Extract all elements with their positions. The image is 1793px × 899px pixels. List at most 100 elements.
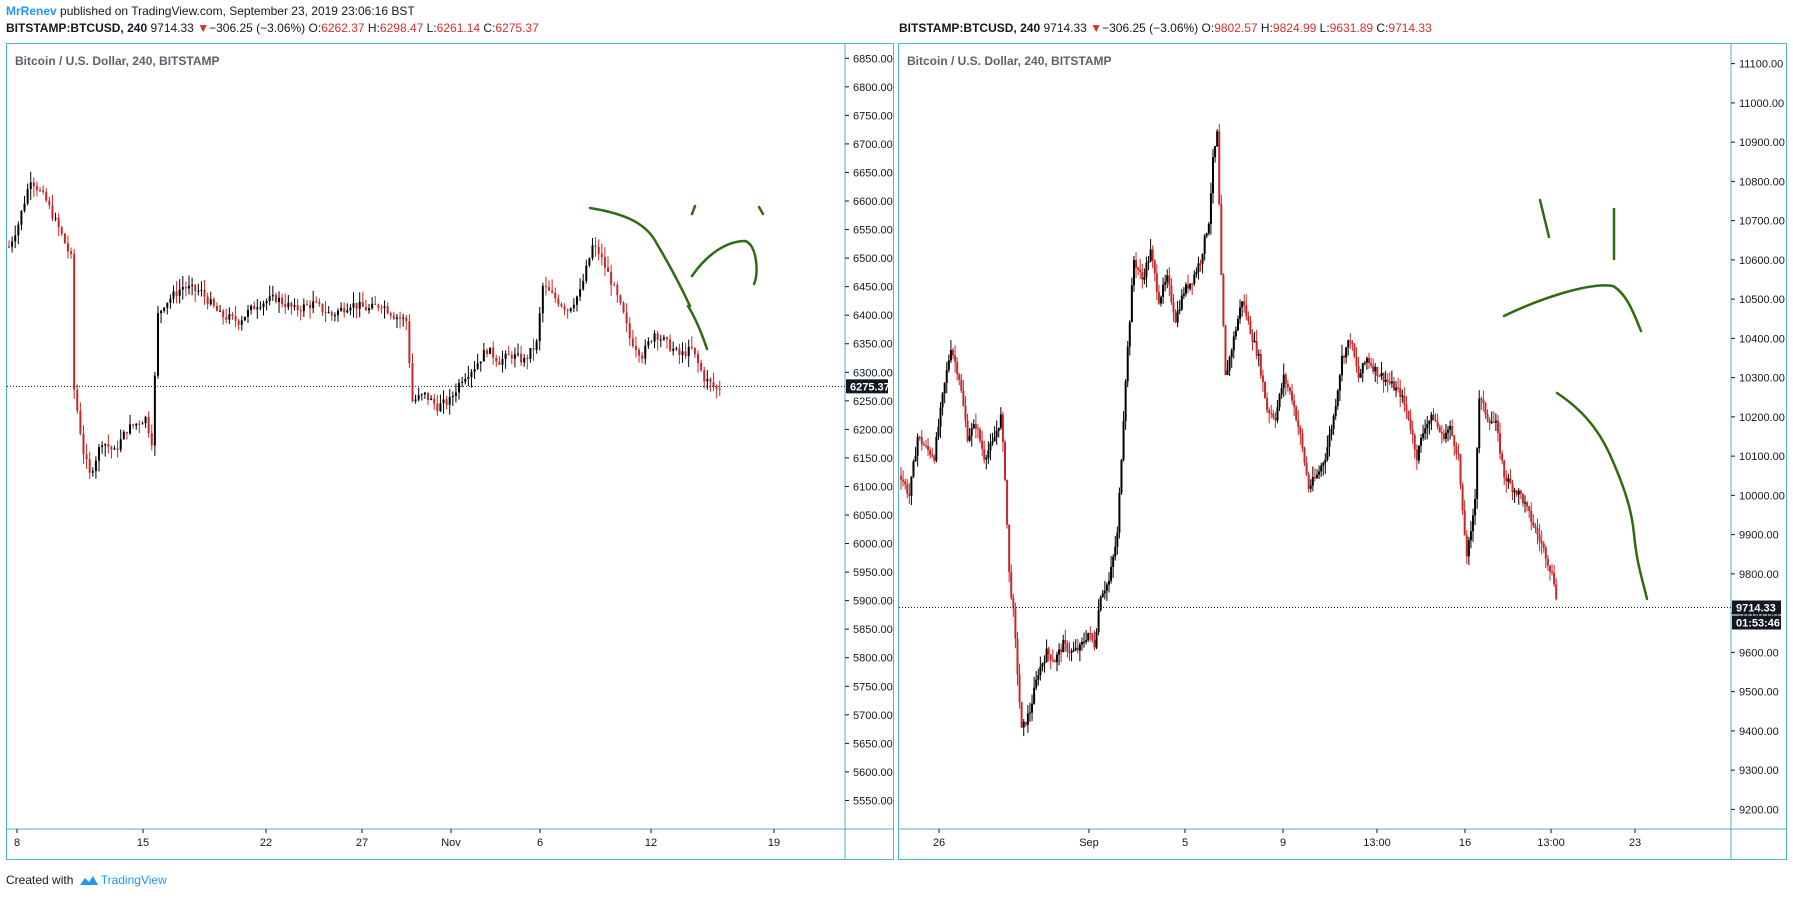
candle-body [1051, 660, 1054, 662]
candle-body [706, 378, 709, 382]
candle-body [607, 267, 610, 272]
candle-body [1438, 426, 1441, 433]
candle-body [924, 445, 927, 447]
chart-panel-right[interactable]: Bitcoin / U.S. Dollar, 240, BITSTAMP 111… [898, 43, 1787, 860]
candle-body [380, 307, 383, 309]
candle-body [79, 410, 82, 434]
candle-body [916, 436, 919, 456]
candle-body [952, 349, 954, 356]
candle-body [129, 424, 132, 434]
candle-body [442, 399, 445, 404]
y-tick-label: 6850.00 [853, 53, 893, 65]
candle-body [389, 313, 392, 316]
y-tick-label: 9500.00 [1739, 687, 1779, 699]
x-tick-label: 27 [356, 837, 368, 849]
y-tick-label: 6750.00 [853, 110, 893, 122]
chart-svg-left[interactable]: 6850.00 6800.00 6750.00 6700.00 6650.00 6600.… [7, 44, 893, 859]
candle-body [1174, 312, 1177, 323]
candle-body [1332, 415, 1335, 429]
last-price: 9714.33 [1043, 21, 1087, 35]
y-tick-label: 6100.00 [853, 481, 893, 493]
candle-body [1380, 373, 1383, 377]
candle-body [1397, 387, 1400, 389]
y-tick-label: 10600.00 [1739, 255, 1785, 267]
candle-body [386, 306, 389, 314]
candle-body [1203, 235, 1206, 254]
candle-body [206, 296, 209, 305]
candle-body [14, 235, 17, 242]
candle-body [212, 299, 215, 306]
candle-body [172, 291, 175, 299]
candle-body [572, 304, 575, 309]
candle-body [1085, 640, 1088, 642]
candle-body [650, 341, 653, 343]
candle-body [470, 371, 473, 377]
candle-body [377, 304, 380, 308]
candle-body [305, 304, 308, 306]
candle-body [966, 420, 969, 441]
candle-body [1197, 263, 1200, 273]
candle-body [703, 370, 706, 382]
candle-body [1047, 648, 1050, 655]
change-value: −306.25 (−3.06%) [1102, 21, 1199, 35]
created-with-label: Created with [6, 873, 77, 887]
candle-body [330, 312, 333, 316]
candle-body [1149, 249, 1152, 262]
candle-body [908, 493, 911, 496]
candle-body [346, 310, 349, 313]
candle-body [920, 437, 923, 445]
candle-body [1182, 293, 1185, 296]
x-tick-label: 26 [933, 837, 945, 849]
candle-body [712, 381, 715, 387]
author-link[interactable]: MrRenev [6, 4, 57, 18]
candle-body [1037, 675, 1040, 680]
candle-body [1099, 597, 1102, 611]
candle-body [1278, 394, 1281, 408]
candle-body [26, 189, 29, 204]
candle-body [631, 338, 634, 347]
candle-body [132, 424, 135, 426]
candle-body [1365, 358, 1368, 363]
candle-body [1484, 402, 1487, 415]
chart-svg-right[interactable]: 11100.00 11000.00 10900.00 10800.00 10700.00… [899, 44, 1786, 859]
close-value: 9714.33 [1388, 21, 1432, 35]
candle-body [265, 300, 268, 304]
candle-body [191, 284, 194, 286]
candle-body [163, 307, 166, 311]
close-label: C: [1376, 21, 1389, 35]
candle-body [1153, 260, 1156, 274]
candle-body [166, 302, 169, 308]
candle-body [1374, 367, 1377, 372]
candle-body [1334, 406, 1337, 416]
candle-body [1320, 465, 1323, 472]
candle-body [1542, 543, 1545, 548]
candle-body [1299, 427, 1302, 434]
tradingview-link[interactable]: TradingView [100, 873, 167, 887]
candle-body [1305, 462, 1308, 475]
candle-body [1526, 502, 1529, 507]
candle-body [579, 289, 582, 297]
candle-body [302, 304, 305, 312]
chart-panel-left[interactable]: Bitcoin / U.S. Dollar, 240, BITSTAMP 685… [6, 43, 894, 860]
candle-body [1417, 445, 1420, 461]
candle-body [324, 311, 327, 313]
candle-body [60, 227, 63, 234]
candle-body [312, 301, 315, 309]
candle-body [482, 350, 485, 362]
candle-body [1089, 632, 1092, 634]
candle-body [600, 253, 603, 258]
candle-body [1413, 434, 1416, 450]
candle-body [57, 217, 60, 228]
candle-body [51, 205, 54, 219]
candle-body [914, 455, 917, 462]
candle-body [1172, 302, 1175, 313]
candle-body [1091, 633, 1094, 640]
candle-body [243, 316, 246, 321]
candle-body [1205, 233, 1208, 236]
candle-body [355, 303, 358, 309]
candle-body [349, 307, 352, 311]
candle-body [392, 315, 395, 319]
candle-body [1530, 510, 1533, 522]
candle-body [1555, 584, 1558, 600]
candle-body [1255, 340, 1258, 356]
